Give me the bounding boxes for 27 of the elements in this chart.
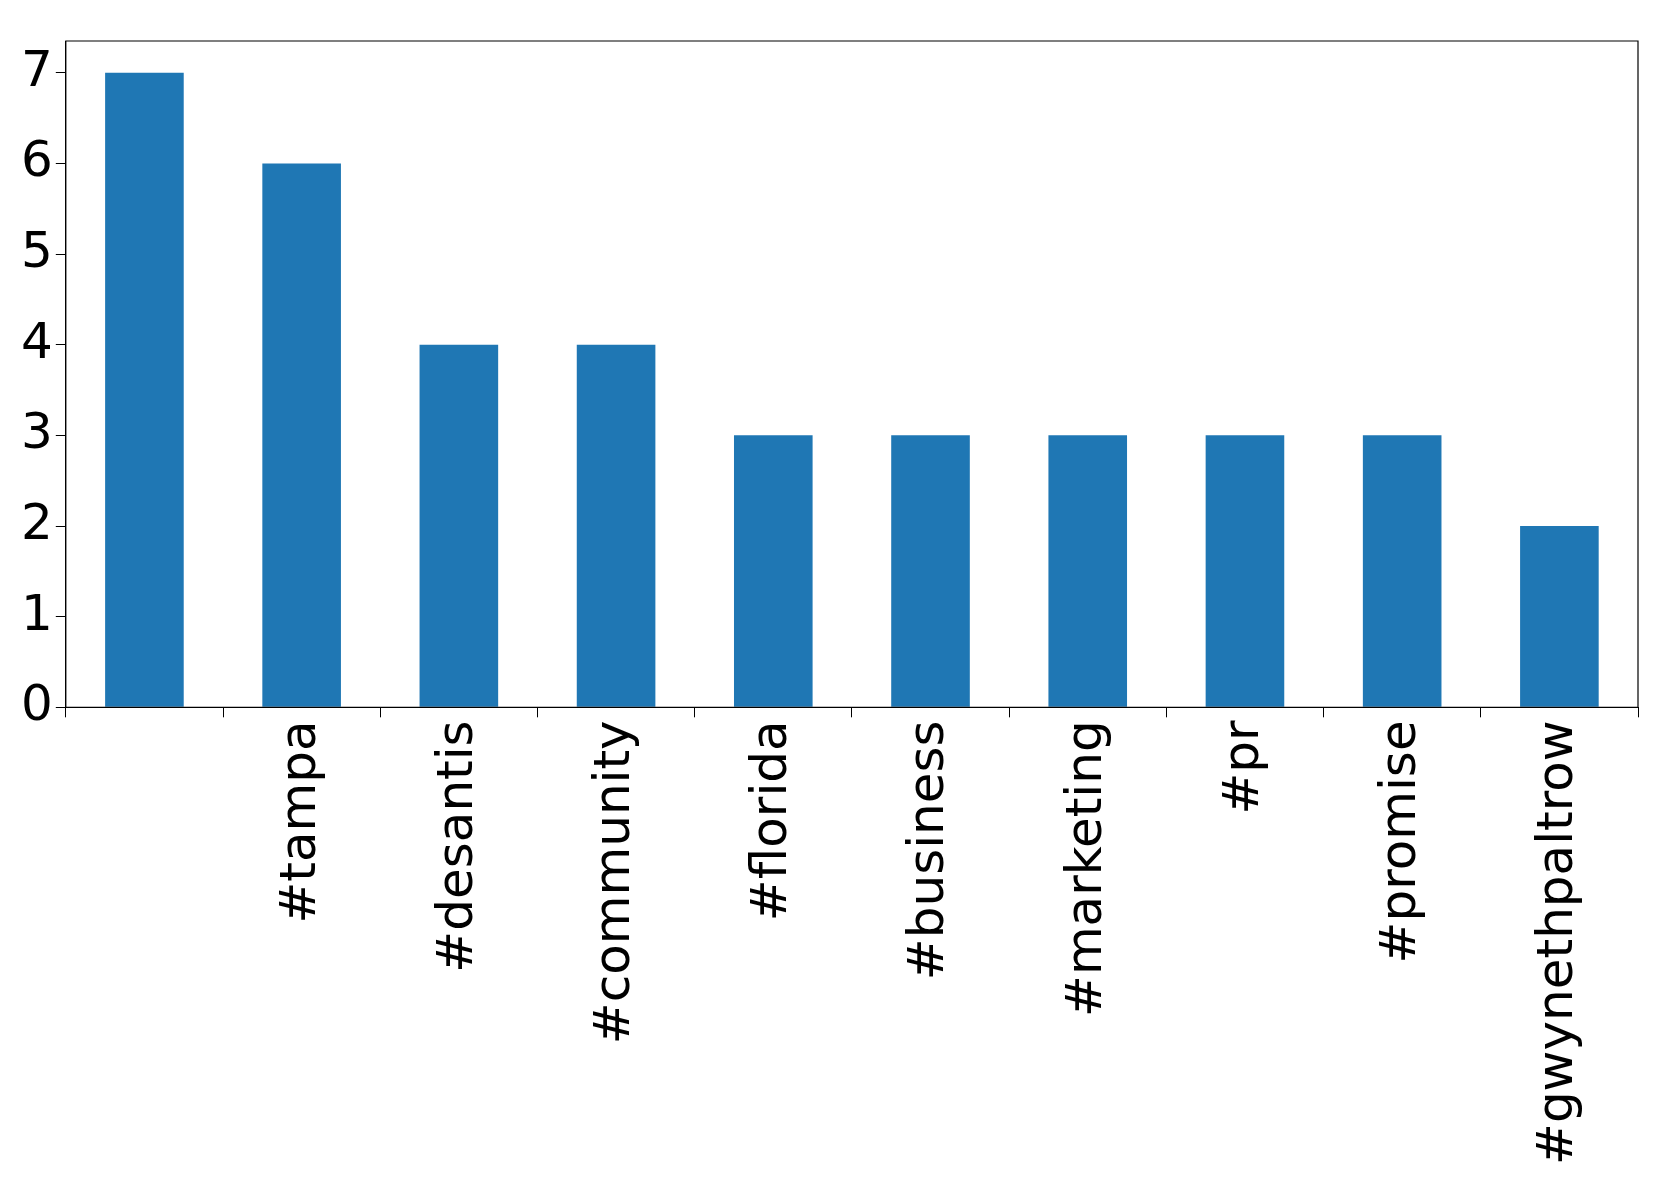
bar <box>576 344 656 707</box>
y-tick-label: 4 <box>21 311 53 370</box>
y-tick-label: 1 <box>21 583 53 642</box>
bar <box>419 344 499 707</box>
x-tick-label: #desantis <box>425 720 484 973</box>
x-tick-label: #pr <box>1211 719 1270 815</box>
y-tick-label: 6 <box>21 130 53 189</box>
bar <box>1048 435 1128 707</box>
y-tick-label: 2 <box>21 492 53 551</box>
x-tick-label: #community <box>583 720 642 1045</box>
x-tick-label: #florida <box>740 720 799 922</box>
x-tick-label: #tampa <box>268 720 327 924</box>
x-tick-label: #promise <box>1369 720 1428 964</box>
y-tick-label: 0 <box>21 674 53 733</box>
y-tick-label: 7 <box>21 39 53 98</box>
bar <box>891 435 970 707</box>
bar <box>733 435 813 707</box>
bar <box>1520 526 1599 707</box>
x-tick-label: #business <box>897 720 956 981</box>
x-tick-label: #gwynethpaltrow <box>1526 720 1585 1166</box>
bar <box>1205 435 1285 707</box>
bar <box>1362 435 1442 707</box>
y-tick-label: 3 <box>21 402 53 461</box>
bar <box>262 163 341 707</box>
y-tick-label: 5 <box>21 221 53 280</box>
x-tick-label: #marketing <box>1054 720 1113 1017</box>
bar <box>105 72 184 707</box>
